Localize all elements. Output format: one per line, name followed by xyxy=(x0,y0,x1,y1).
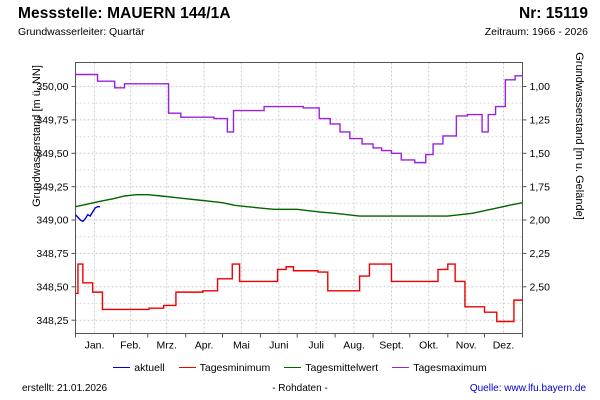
series-line-aktuell xyxy=(74,205,100,223)
legend-item-label: Tagesminimum xyxy=(199,362,271,375)
legend-item-label: Tagesmittelwert xyxy=(305,362,379,375)
x-tick-label-month: Juni xyxy=(269,340,288,352)
y-tick-label-right: 1,25 xyxy=(530,115,551,127)
legend-item[interactable]: Tagesmittelwert xyxy=(284,362,378,374)
grid-lines xyxy=(75,62,523,334)
y-tick-label-right: 1,75 xyxy=(530,181,551,193)
station-number: Nr: 15119 xyxy=(519,5,588,22)
aquifer-label: Grundwasserleiter: Quartär xyxy=(18,26,145,38)
x-tick-label-month: Mrz. xyxy=(156,340,176,352)
legend-item[interactable]: Tagesmaximum xyxy=(392,362,487,374)
chart-legend: aktuell Tagesminimum Tagesmittelwert Tagesm… xyxy=(0,362,600,374)
y-tick-label-right: 2,50 xyxy=(530,281,551,293)
y-tick-label-left: 349,75 xyxy=(36,115,68,127)
x-tick-label-month: Sept. xyxy=(379,340,404,352)
y-tick-label-right: 1,00 xyxy=(530,81,551,93)
legend-swatch-icon xyxy=(392,366,410,368)
x-axis-ticks: Jan. Feb. Mrz. Apr. Mai Juni Juli Aug. Sept. Okt.… xyxy=(75,333,523,352)
legend-item-label: aktuell xyxy=(134,362,165,375)
series-line-tagesmittelwert xyxy=(75,193,523,217)
y-tick-label-right: 2,25 xyxy=(530,248,551,260)
legend-swatch-icon xyxy=(113,366,131,368)
y-axis-right-ticks: 2,50 2,25 2,00 1,75 1,50 1,25 1,00 xyxy=(522,81,551,293)
x-tick-label-month: Nov. xyxy=(456,340,477,352)
page-title: Messstelle: MAUERN 144/1A xyxy=(18,5,231,22)
created-label: erstellt: 21.01.2026 xyxy=(22,383,108,394)
x-tick-label-month: Mai xyxy=(233,340,250,352)
x-tick-label-month: Aug. xyxy=(343,340,365,352)
x-tick-label-month: Dez. xyxy=(493,340,515,352)
x-tick-label-month: Okt. xyxy=(419,340,438,352)
x-tick-label-month: Feb. xyxy=(120,340,141,352)
y-tick-label-left: 348,25 xyxy=(36,315,68,327)
x-tick-label-month: Apr. xyxy=(195,340,214,352)
y-tick-label-left: 349,50 xyxy=(36,148,68,160)
y-tick-label-left: 348,75 xyxy=(36,248,68,260)
plot-frame xyxy=(75,62,523,334)
y-axis-left-ticks: 348,25 348,50 348,75 349,00 349,25 349,50 349,… xyxy=(36,81,76,327)
y-tick-label-right: 1,50 xyxy=(530,148,551,160)
y-tick-label-left: 350,00 xyxy=(36,81,68,93)
y-tick-label-right: 2,00 xyxy=(530,215,551,227)
y-tick-label-left: 349,25 xyxy=(36,181,68,193)
period-label: Zeitraum: 1966 - 2026 xyxy=(484,26,588,38)
y-tick-label-left: 348,50 xyxy=(36,281,68,293)
series-line-tagesmaximum xyxy=(75,73,523,164)
legend-item-label: Tagesmaximum xyxy=(413,362,487,375)
x-tick-label-month: Jan. xyxy=(85,340,105,352)
rawdata-label: - Rohdaten - xyxy=(272,383,328,394)
legend-item[interactable]: aktuell xyxy=(113,362,165,375)
series-line-tagesminimum xyxy=(75,263,523,323)
x-tick-label-month: Juli xyxy=(308,340,324,352)
legend-swatch-icon xyxy=(284,366,302,368)
legend-item[interactable]: Tagesminimum xyxy=(178,362,271,375)
source-link[interactable]: Quelle: www.lfu.bayern.de xyxy=(469,383,586,394)
legend-swatch-icon xyxy=(178,366,196,368)
y-tick-label-left: 349,00 xyxy=(36,215,68,227)
